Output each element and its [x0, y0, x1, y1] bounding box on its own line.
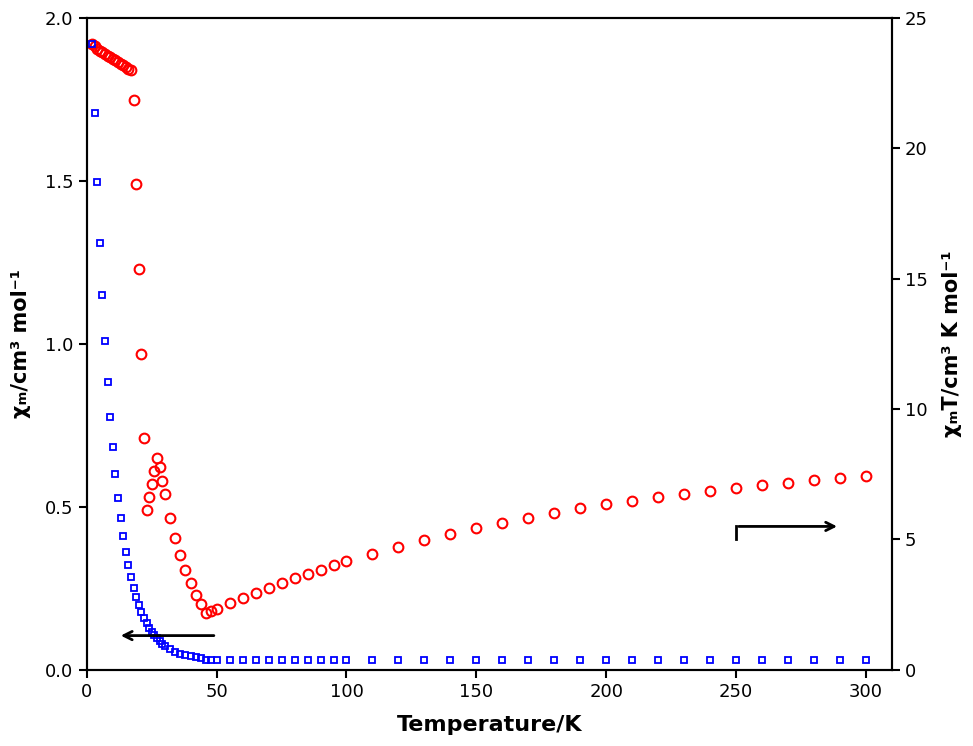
Y-axis label: χₘT/cm³ K mol⁻¹: χₘT/cm³ K mol⁻¹	[942, 251, 962, 437]
X-axis label: Temperature/K: Temperature/K	[397, 715, 582, 735]
Y-axis label: χₘ/cm³ mol⁻¹: χₘ/cm³ mol⁻¹	[11, 269, 31, 419]
